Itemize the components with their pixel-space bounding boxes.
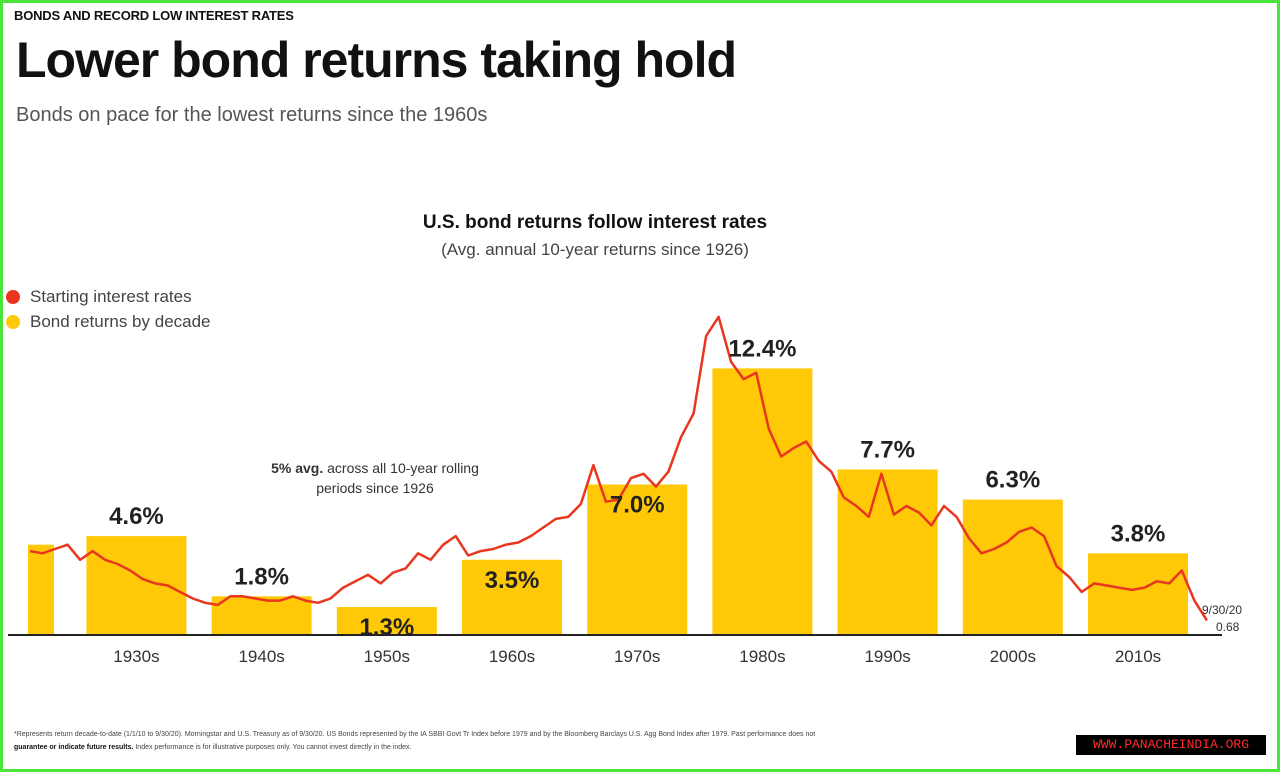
footnote-note: Index performance is for illustrative pu… — [133, 744, 412, 751]
tick-label-1970s: 1970s — [614, 647, 660, 666]
bar-label-1950s: 1.3% — [359, 614, 414, 641]
bar-label-1990s: 7.7% — [860, 436, 915, 463]
tick-label-1950s: 1950s — [364, 647, 410, 666]
watermark: WWW.PANACHEINDIA.ORG — [1076, 735, 1266, 755]
bar-label-1980s: 12.4% — [728, 335, 796, 362]
footnote-disclaimer: guarantee or indicate future results. — [14, 744, 134, 751]
bar-1940s — [211, 596, 312, 635]
legend-label-rates: Starting interest rates — [30, 286, 192, 306]
bar-label-1960s: 3.5% — [485, 567, 540, 594]
interest-rate-line — [29, 315, 1208, 622]
legend-item-returns: Bond returns by decade — [6, 309, 211, 334]
end-label-date: 9/30/20 — [1202, 603, 1242, 617]
tick-label-1940s: 1940s — [238, 647, 284, 666]
bar-1950s — [336, 607, 437, 635]
bar-1930s — [86, 536, 187, 635]
bar-2010s — [1088, 553, 1189, 635]
bar-label-1970s: 7.0% — [610, 492, 665, 519]
footnote: *Represents return decade-to-date (1/1/1… — [14, 728, 1074, 758]
bar-2000s — [962, 499, 1063, 635]
subheadline: Bonds on pace for the lowest returns sin… — [16, 104, 488, 126]
annotation-text: across all 10-year rolling periods since… — [316, 460, 479, 496]
legend: Starting interest rates Bond returns by … — [6, 284, 211, 334]
legend-label-returns: Bond returns by decade — [30, 311, 211, 331]
headline: Lower bond returns taking hold — [16, 32, 737, 88]
returns-dot-icon — [6, 314, 20, 329]
tick-label-1960s: 1960s — [489, 647, 535, 666]
kicker: BONDS AND RECORD LOW INTEREST RATES — [14, 8, 294, 23]
footnote-line-1: *Represents return decade-to-date (1/1/1… — [14, 731, 816, 738]
bar-label-1940s: 1.8% — [234, 563, 289, 590]
bar-label-1930s: 4.6% — [109, 503, 164, 530]
bar-1920s-partial — [28, 544, 54, 635]
bar-1970s — [587, 484, 688, 635]
rates-dot-icon — [6, 289, 20, 304]
tick-label-1990s: 1990s — [864, 647, 910, 666]
chart-title: U.S. bond returns follow interest rates — [422, 212, 768, 233]
tick-label-1980s: 1980s — [739, 647, 785, 666]
bar-label-2010s: 3.8% — [1111, 520, 1166, 547]
chart-subtitle: (Avg. annual 10-year returns since 1926) — [441, 240, 749, 259]
bar-1960s — [462, 559, 563, 635]
tick-label-1930s: 1930s — [113, 647, 159, 666]
tick-label-2010s: 2010s — [1115, 647, 1161, 666]
end-label-value: 0.68 — [1216, 620, 1240, 634]
legend-item-rates: Starting interest rates — [6, 284, 211, 309]
bar-label-2000s: 6.3% — [985, 467, 1040, 494]
annotation-bold: 5% avg. — [271, 460, 324, 476]
tick-label-2000s: 2000s — [990, 647, 1036, 666]
bar-1980s — [712, 368, 813, 635]
footnote-line-2: guarantee or indicate future results. In… — [14, 741, 1074, 754]
average-annotation: 5% avg. across all 10-year rolling perio… — [250, 458, 500, 498]
